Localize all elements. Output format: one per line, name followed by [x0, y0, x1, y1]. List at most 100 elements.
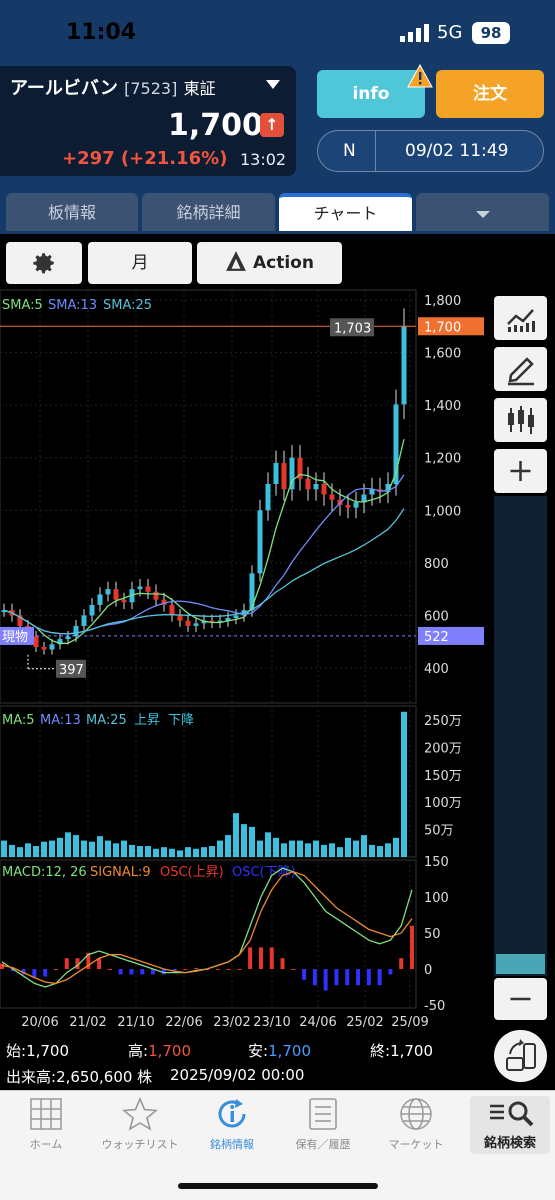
grid-icon [30, 1098, 62, 1130]
nav-market[interactable]: マーケット [376, 1096, 456, 1152]
macd-osc-bar [0, 963, 4, 969]
action-logo-icon [226, 251, 246, 271]
macd-osc-bar [323, 969, 328, 991]
chart-type-button[interactable] [494, 398, 547, 442]
volume-bar [121, 840, 127, 857]
status-bar [0, 0, 555, 62]
candle [17, 615, 23, 626]
high-label: 高: [128, 1042, 149, 1060]
draw-button[interactable] [494, 347, 547, 391]
volume-bar [25, 843, 31, 857]
period-selector[interactable]: 月 [88, 242, 192, 284]
macd-osc-bar [21, 969, 26, 975]
tab-chart[interactable]: チャート [279, 193, 412, 231]
price-legend-item: SMA:25 [103, 298, 152, 313]
volume-bar [1, 840, 7, 857]
up-arrow-icon: ↑ [260, 113, 284, 137]
session-label: N [343, 141, 356, 161]
search-icon [490, 1101, 534, 1127]
volume-bar [385, 843, 391, 857]
candle [145, 586, 151, 592]
macd-legend-item: SIGNAL:9 [90, 865, 151, 880]
stock-selector[interactable] [0, 66, 296, 176]
price-legend-item: SMA:13 [48, 298, 97, 313]
price-tick-label: 1,200 [424, 452, 461, 467]
candle [129, 589, 135, 603]
volume-bar [337, 847, 343, 857]
price-tick-label: 1,600 [424, 347, 461, 362]
candle [177, 615, 183, 621]
nav-watchlist[interactable]: ウォッチリスト [98, 1096, 182, 1152]
candle [201, 620, 207, 624]
zoom-thumb[interactable] [496, 954, 545, 974]
session-time-box[interactable] [317, 130, 544, 172]
order-button[interactable]: 注文 [436, 70, 544, 118]
zoom-out-button[interactable] [494, 978, 547, 1020]
macd-tick-label: 50 [424, 927, 441, 942]
volume-legend-item: 上昇 [134, 713, 160, 728]
bottom-nav [0, 1090, 555, 1200]
holding-name: 現物 [2, 630, 28, 645]
volume-tick-label: 50万 [424, 824, 454, 839]
macd-osc-bar [161, 969, 166, 975]
macd-legend-item: MACD:12, 26 [2, 865, 87, 880]
price-tick-label: 400 [424, 662, 449, 677]
volume-bar [289, 840, 295, 857]
macd-tick-label: 150 [424, 855, 449, 870]
zoom-track[interactable] [494, 496, 547, 976]
macd-osc-bar [312, 969, 317, 986]
candlestick-icon [508, 406, 534, 434]
chevron-down-icon[interactable] [266, 80, 280, 89]
volume-bar [241, 824, 247, 857]
candle [385, 484, 391, 492]
chart-area[interactable]: 20/06 21/02 21/10 22/06 23/02 23/10 24/06 25/02… [0, 288, 486, 1038]
volume-bar [249, 826, 255, 857]
volume-bar [265, 832, 271, 857]
nav-holdings[interactable]: 保有／履歴 [283, 1096, 363, 1152]
indicator-button[interactable] [494, 296, 547, 340]
minus-icon [510, 997, 531, 1001]
volume-bar [401, 711, 407, 857]
zoom-in-button[interactable] [494, 449, 547, 493]
macd-osc-bar [194, 967, 199, 969]
action-button[interactable]: Action [197, 242, 342, 284]
macd-osc-bar [151, 969, 156, 975]
macd-osc-bar [129, 969, 134, 975]
settings-button[interactable] [6, 242, 82, 284]
nav-stock-info[interactable]: 銘柄情報 [192, 1096, 272, 1152]
volume-bar [153, 848, 159, 857]
tab-stock-detail[interactable]: 銘柄詳細 [142, 193, 275, 231]
chart-canvas[interactable]: 20/06 21/02 21/10 22/06 23/02 23/10 24/06 25/02… [0, 288, 486, 1038]
x-tick-label: 20/06 [21, 1015, 58, 1030]
volume-bar [105, 840, 111, 857]
close-value: 1,700 [390, 1042, 434, 1060]
current-price: 1,700 [168, 108, 263, 143]
nav-search[interactable]: 銘柄検索 [470, 1096, 550, 1154]
nav-home-label: ホーム [29, 1138, 63, 1151]
volume-bar [145, 846, 151, 857]
nav-home[interactable]: ホーム [6, 1096, 86, 1152]
candle [297, 457, 303, 479]
candle [73, 625, 79, 637]
macd-osc-bar [302, 969, 307, 980]
plus-icon [510, 461, 531, 481]
high-marker-label: 1,703 [334, 321, 371, 336]
candle [41, 646, 47, 650]
volume-legend-item: MA:25 [86, 713, 127, 728]
candle [193, 623, 199, 626]
info-button[interactable]: info [317, 70, 425, 118]
macd-osc-bar [215, 969, 220, 970]
stock-name[interactable]: アールビバン [7523] 東証 [10, 74, 216, 100]
volume-field: 出来高:2,650,600 株 [6, 1066, 152, 1087]
high-field: 高:1,700 [128, 1040, 191, 1061]
x-tick-label: 23/02 [213, 1015, 250, 1030]
tab-board[interactable]: 板情報 [6, 193, 138, 231]
macd-osc-bar [388, 969, 393, 975]
volume-bar [185, 847, 191, 857]
x-tick-label: 22/06 [165, 1015, 202, 1030]
battery-icon: 98 [472, 22, 510, 44]
rotate-button[interactable] [494, 1030, 547, 1082]
candle [57, 639, 63, 645]
volume-bar [273, 837, 279, 857]
candle [361, 494, 367, 503]
